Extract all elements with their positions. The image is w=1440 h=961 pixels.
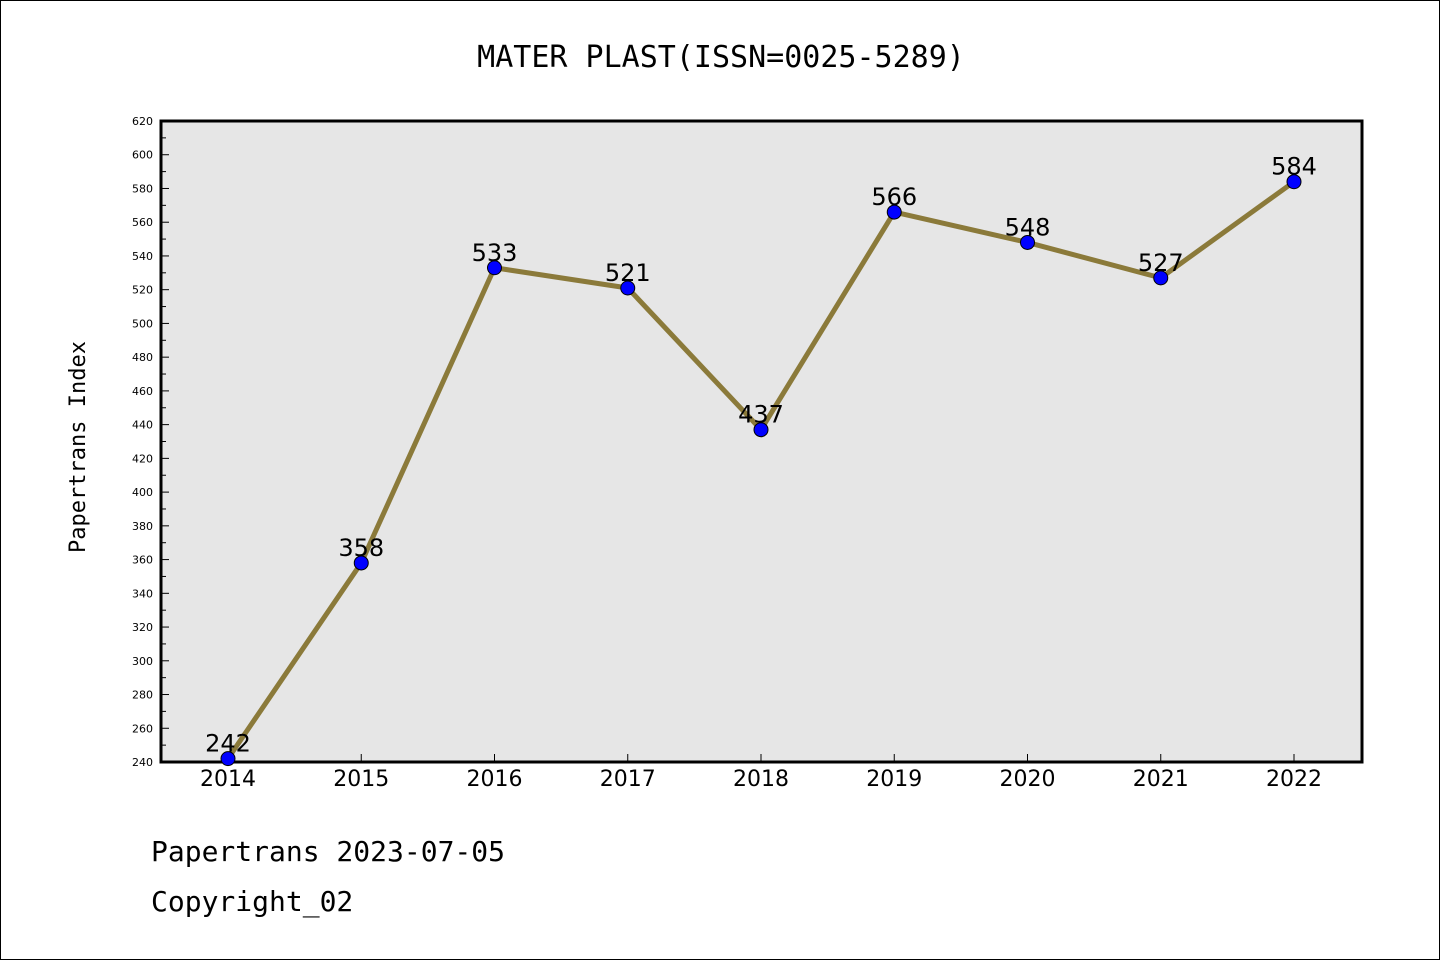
y-tick-label: 280 [132, 689, 153, 702]
data-point [1020, 234, 1035, 250]
data-label: 584 [1271, 153, 1317, 181]
data-labels-group: 242 358 533 521 437 566 548 527 584 [205, 153, 1317, 758]
footer-date: Papertrans 2023-07-05 [151, 835, 506, 868]
markers-group [220, 174, 1302, 767]
y-tick-label: 620 [132, 115, 153, 128]
data-label: 358 [338, 534, 384, 562]
x-tick-label: 2022 [1266, 767, 1322, 792]
y-axis-label: Papertrans Index [66, 341, 91, 553]
y-tick-label: 380 [132, 520, 153, 533]
y-axis: 240 260 280 300 320 340 360 380 400 420 440 460 480 5… [132, 115, 169, 769]
y-tick-label: 460 [132, 385, 153, 398]
x-tick-label: 2020 [1000, 767, 1056, 792]
data-label: 533 [472, 239, 518, 267]
x-tick-label: 2021 [1133, 767, 1189, 792]
x-tick-label: 2019 [866, 767, 922, 792]
y-tick-label: 260 [132, 722, 153, 735]
plot-area [159, 119, 1364, 764]
y-tick-label: 520 [132, 284, 153, 297]
y-tick-label: 580 [132, 182, 153, 195]
y-tick-label: 360 [132, 554, 153, 567]
x-tick-label: 2018 [733, 767, 789, 792]
x-tick-label: 2014 [200, 767, 256, 792]
data-label: 521 [605, 259, 651, 287]
data-point [620, 280, 636, 296]
y-tick-label: 440 [132, 419, 153, 432]
data-point [220, 751, 236, 767]
footer-copyright: Copyright_02 [151, 885, 354, 918]
data-point [487, 260, 502, 276]
y-tick-label: 240 [132, 756, 153, 769]
y-tick-label: 340 [132, 587, 153, 600]
data-point [886, 204, 902, 220]
x-tick-label: 2016 [467, 767, 523, 792]
y-tick-label: 540 [132, 250, 153, 263]
y-tick-label: 320 [132, 621, 153, 634]
y-tick-label: 400 [132, 486, 153, 499]
data-point [753, 422, 769, 438]
x-tick-label: 2017 [600, 767, 656, 792]
x-tick-label: 2015 [333, 767, 389, 792]
y-tick-label: 300 [132, 655, 153, 668]
y-tick-label: 560 [132, 216, 153, 229]
data-label: 242 [205, 730, 251, 758]
data-label: 548 [1005, 213, 1051, 241]
data-label: 566 [871, 183, 917, 211]
y-tick-label: 500 [132, 317, 153, 330]
data-point [353, 555, 369, 571]
y-tick-label: 420 [132, 452, 153, 465]
x-axis: 2014 2015 2016 2017 2018 2019 2020 2021 2022 [200, 754, 1322, 792]
data-point [1153, 270, 1169, 286]
y-tick-label: 480 [132, 351, 153, 364]
chart-title: MATER PLAST(ISSN=0025-5289) [477, 40, 965, 75]
data-label: 437 [738, 401, 784, 429]
data-point [1286, 174, 1302, 190]
data-label: 527 [1138, 249, 1184, 277]
y-tick-label: 600 [132, 149, 153, 162]
